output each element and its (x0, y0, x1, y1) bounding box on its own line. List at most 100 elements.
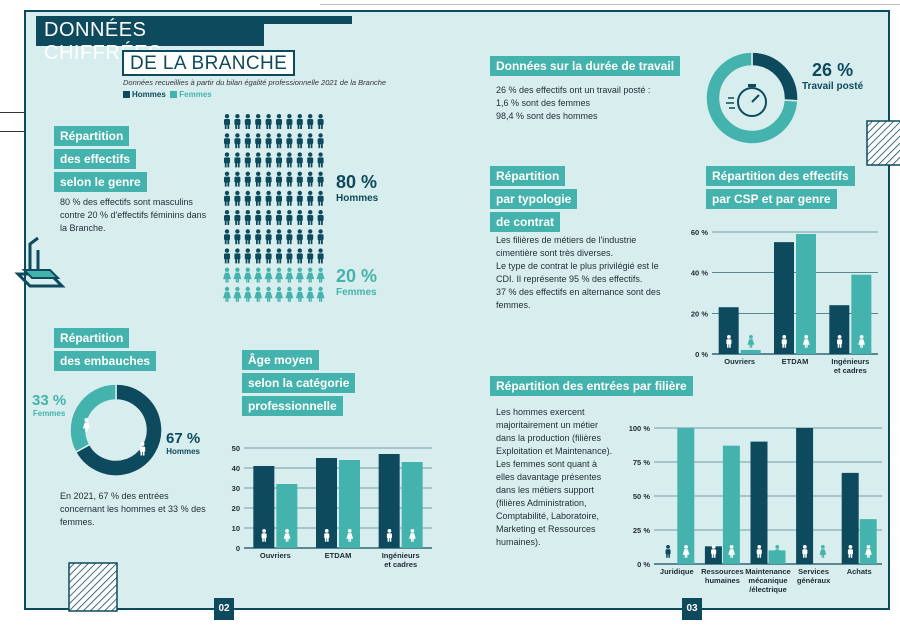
men-share: 80 % Hommes (336, 172, 378, 204)
man-icon (286, 229, 293, 245)
factory-illustration-icon (14, 236, 66, 288)
man-icon (255, 133, 262, 149)
woman-icon (275, 286, 283, 302)
spread-page: DONNÉES CHIFFRÉES DE LA BRANCHE Données … (14, 10, 900, 620)
man-icon (255, 248, 262, 264)
legend-men-swatch (123, 91, 130, 98)
woman-icon (346, 529, 354, 542)
age-tag-1: Âge moyen (242, 350, 319, 370)
woman-icon (275, 267, 283, 283)
bar-men (829, 305, 850, 354)
woman-icon (233, 267, 242, 283)
woman-icon (283, 529, 291, 542)
x-category-label: Ouvriers (260, 551, 291, 560)
people-pictogram-grid (223, 114, 325, 302)
man-icon (317, 229, 324, 245)
y-tick-label: 60 % (691, 228, 708, 237)
man-icon (276, 229, 282, 245)
man-icon (265, 171, 272, 187)
man-icon (255, 210, 262, 225)
man-icon (711, 545, 717, 558)
hires-women-slice (69, 383, 117, 454)
man-icon (224, 229, 230, 245)
entries-section-title: Répartition des entrées par filière (490, 376, 693, 399)
woman-icon (316, 267, 325, 283)
woman-icon (254, 286, 263, 302)
entries-tag: Répartition des entrées par filière (490, 376, 693, 396)
woman-icon (223, 267, 231, 283)
y-tick-label: 50 % (633, 492, 650, 501)
y-tick-label: 75 % (633, 458, 650, 467)
man-icon (234, 152, 241, 168)
man-icon (276, 210, 282, 225)
bar-women (722, 445, 740, 564)
left-edge-lines (0, 112, 24, 132)
man-icon (781, 335, 787, 348)
gender-tag-3: selon le genre (54, 172, 147, 192)
man-icon (265, 248, 272, 264)
source-note: Données recueillies à partir du bilan ég… (123, 78, 387, 87)
hires-section-title: Répartition des embauches (54, 328, 157, 374)
woman-icon (858, 335, 865, 348)
worktime-line-1: 26 % des effectifs ont un travail posté … (496, 85, 651, 95)
woman-icon (295, 267, 304, 283)
x-category-label: ETDAM (325, 551, 352, 560)
x-category-label: humaines (705, 576, 740, 585)
woman-icon (243, 286, 252, 302)
man-icon (296, 190, 303, 206)
x-category-label: Juridique (660, 567, 694, 576)
x-category-label: /électrique (749, 585, 787, 594)
y-tick-label: 20 % (691, 309, 708, 318)
woman-icon (264, 286, 273, 302)
man-icon (261, 529, 267, 542)
man-icon (234, 248, 241, 264)
hires-tag-2: des embauches (54, 351, 157, 371)
man-icon (296, 152, 303, 168)
women-share-pct: 20 % (336, 266, 378, 286)
y-tick-label: 25 % (633, 526, 650, 535)
stopwatch-icon (726, 84, 767, 117)
legend: Hommes Femmes (123, 90, 212, 99)
woman-icon (306, 267, 315, 283)
legend-women-swatch (170, 91, 178, 98)
woman-icon (819, 545, 827, 558)
man-icon (286, 248, 293, 264)
men-share-pct: 80 % (336, 172, 378, 192)
legend-women-label: Femmes (179, 90, 212, 99)
man-icon (234, 210, 241, 225)
title-bar-extension (264, 16, 352, 24)
bar-men (796, 428, 814, 564)
x-category-label: généraux (797, 576, 831, 585)
woman-icon (223, 286, 231, 302)
man-icon (234, 114, 241, 129)
man-icon (234, 229, 241, 245)
woman-icon (243, 267, 252, 283)
man-icon (265, 190, 272, 206)
man-icon (296, 171, 303, 187)
man-icon (224, 152, 230, 168)
contract-section-title: Répartition par typologie de contrat (490, 166, 578, 235)
worktime-other-slice (705, 51, 799, 145)
y-tick-label: 20 (232, 504, 240, 513)
gender-tag-2: des effectifs (54, 149, 137, 169)
man-icon (324, 529, 330, 542)
woman-icon (802, 335, 810, 348)
man-icon (286, 152, 293, 168)
man-icon (265, 210, 272, 225)
man-icon (296, 114, 303, 129)
man-icon (307, 248, 314, 264)
contract-tag-1: Répartition (490, 166, 566, 186)
man-icon (317, 248, 324, 264)
contract-tag-2: par typologie (490, 189, 578, 209)
csp-tag-2: par CSP et par genre (706, 189, 837, 209)
woman-icon (865, 545, 872, 558)
hires-men-label: Hommes (166, 447, 200, 456)
man-icon (296, 229, 303, 245)
woman-icon (233, 286, 242, 302)
hires-men-share: 67 % Hommes (166, 430, 200, 456)
x-category-label: Ouvriers (724, 357, 755, 366)
page-number-right: 03 (682, 598, 702, 620)
man-icon (244, 114, 251, 129)
bar-men (841, 472, 859, 564)
man-icon (244, 229, 251, 245)
